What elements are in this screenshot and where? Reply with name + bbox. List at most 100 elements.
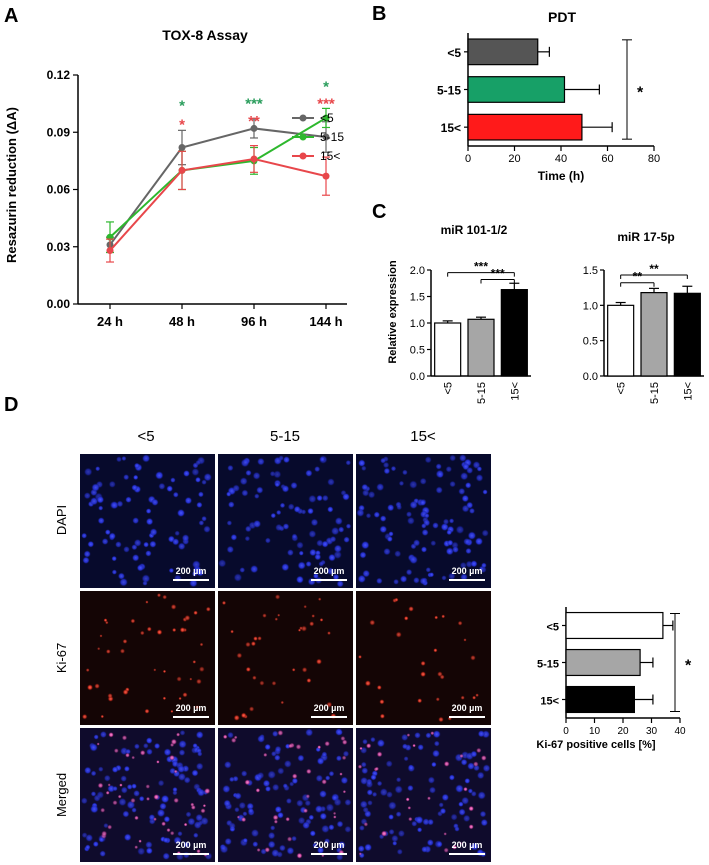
nucleus — [310, 518, 319, 527]
nucleus — [403, 756, 409, 762]
bar-chart-ki67: Ki-67 positive cells [%] 0 10 20 30 40 <5 5-15… — [536, 607, 692, 751]
scale-bar-label: 200 µm — [452, 566, 483, 576]
ki67-signal — [443, 847, 450, 853]
ki67-signal — [119, 648, 126, 654]
nucleus — [120, 786, 128, 794]
nucleus — [286, 549, 294, 557]
ki67-signal — [145, 796, 151, 802]
nucleus — [195, 762, 204, 771]
row-label: Ki-67 — [54, 643, 69, 673]
ki67-signal — [105, 790, 110, 795]
nucleus — [315, 774, 324, 783]
nucleus — [141, 574, 151, 583]
column-label: 5-15 — [270, 428, 300, 445]
nucleus — [157, 779, 165, 787]
nucleus — [340, 776, 349, 785]
legend-label: 5-15 — [320, 130, 344, 144]
micrograph-image: 200 µm — [218, 591, 353, 725]
nucleus — [82, 556, 90, 564]
nucleus — [219, 844, 229, 854]
ki67-signal — [169, 754, 175, 761]
series-line — [109, 157, 327, 252]
nucleus — [386, 535, 393, 543]
nucleus — [395, 777, 402, 783]
nucleus — [111, 766, 119, 773]
ki67-signal — [443, 832, 448, 836]
nucleus — [276, 851, 284, 858]
x-tick-label: 20 — [508, 153, 520, 165]
nucleus — [345, 459, 352, 466]
nucleus — [358, 825, 365, 831]
ki67-signal — [417, 698, 423, 704]
nucleus — [226, 491, 232, 497]
nucleus — [394, 550, 402, 558]
x-axis-label: Ki-67 positive cells [%] — [536, 739, 656, 751]
ki67-signal — [162, 669, 167, 674]
nucleus — [307, 577, 316, 586]
y-axis-label: Relative expression — [387, 260, 399, 364]
nucleus — [356, 508, 365, 517]
nucleus — [373, 511, 381, 518]
nucleus — [466, 466, 474, 474]
nucleus — [227, 731, 234, 739]
nucleus — [449, 480, 456, 488]
ki67-signal — [196, 848, 201, 854]
nucleus — [420, 546, 428, 553]
legend-label: 15< — [320, 149, 340, 163]
nucleus — [345, 523, 352, 529]
nucleus — [421, 846, 428, 853]
y-tick-label: 1.5 — [583, 265, 598, 277]
ki67-signal — [459, 841, 463, 846]
ki67-signal — [162, 696, 167, 701]
nucleus — [330, 526, 340, 536]
nucleus — [364, 843, 373, 852]
y-tick-label: 0.12 — [47, 68, 71, 82]
ki67-signal — [81, 713, 88, 720]
scale-bar-label: 200 µm — [176, 566, 207, 576]
nucleus — [133, 743, 140, 750]
nucleus — [195, 730, 204, 739]
nucleus — [145, 550, 152, 557]
y-tick-label: 0.09 — [47, 125, 71, 139]
nucleus — [160, 794, 170, 804]
nucleus — [125, 496, 132, 504]
nucleus — [203, 472, 212, 482]
nucleus — [466, 501, 474, 509]
nucleus — [273, 470, 282, 479]
y-tick-label: 0.0 — [583, 371, 598, 383]
nucleus — [123, 474, 130, 481]
nucleus — [297, 561, 306, 570]
nucleus — [428, 786, 437, 794]
nucleus — [397, 829, 406, 838]
nucleus — [145, 508, 152, 514]
nucleus — [442, 518, 450, 525]
ki67-signal — [172, 627, 177, 633]
nucleus — [441, 793, 450, 802]
nucleus — [402, 469, 408, 476]
nucleus — [476, 848, 485, 857]
nucleus — [172, 786, 178, 793]
nucleus — [108, 532, 117, 540]
nucleus — [464, 777, 471, 784]
nucleus — [401, 743, 408, 750]
nucleus — [308, 530, 317, 538]
ki67-signal — [470, 654, 476, 661]
nucleus — [314, 805, 323, 814]
ki67-signal — [480, 755, 487, 761]
nucleus — [155, 471, 164, 480]
x-tick-label: 30 — [646, 726, 658, 737]
ki67-signal — [103, 618, 108, 623]
ki67-signal — [108, 732, 114, 738]
nucleus — [461, 796, 470, 805]
nucleus — [104, 529, 111, 536]
y-tick-label: 1.5 — [410, 292, 425, 304]
nucleus — [382, 461, 390, 469]
nucleus — [316, 539, 324, 547]
micrograph-image: 200 µm — [356, 454, 491, 588]
nucleus — [327, 506, 334, 513]
nucleus — [290, 481, 298, 490]
x-tick-label: 144 h — [309, 314, 342, 329]
y-tick-label: 2.0 — [410, 265, 425, 277]
nucleus — [87, 540, 95, 548]
ki67-signal — [363, 821, 369, 827]
